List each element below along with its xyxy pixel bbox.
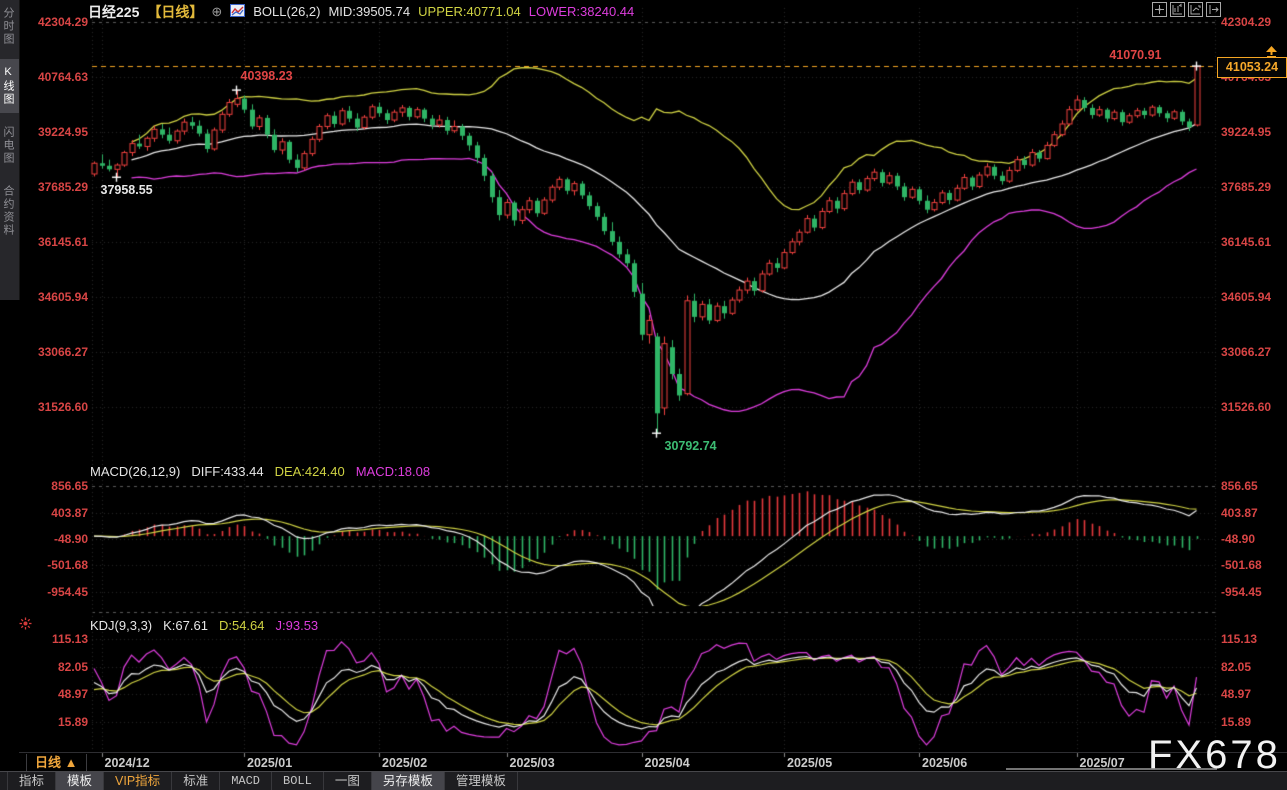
measure-axis-icon[interactable] <box>1188 2 1203 17</box>
chart-title-bar: 日经225 【日线】 ⊕ BOLL(26,2) MID:39505.74 UPP… <box>88 3 634 20</box>
xaxis-label: 2025/04 <box>644 756 690 770</box>
pan-crosshair-icon[interactable] <box>1152 2 1167 17</box>
price-annotation: 41070.91 <box>1109 48 1162 63</box>
export-chart-icon[interactable] <box>1206 2 1221 17</box>
period-selector[interactable]: 日线 ▲ <box>26 754 87 771</box>
xaxis-row: 日线 ▲ 2024/12 2025/01 2025/02 2025/03 2025/04… <box>19 752 1287 772</box>
main-y-tick: 37685.29 <box>1221 180 1272 194</box>
kdj-y-tick: 48.97 <box>1221 687 1252 701</box>
main-y-tick: 33066.27 <box>1221 345 1272 359</box>
zoom-range-icon[interactable] <box>1170 2 1185 17</box>
xaxis-label: 2025/01 <box>247 756 293 770</box>
boll-mid-value: MID:39505.74 <box>328 4 411 19</box>
main-y-tick: 33066.27 <box>37 345 88 359</box>
kdj-d-value: D:54.64 <box>218 618 265 633</box>
macd-indicator-name[interactable]: MACD(26,12,9) <box>90 464 181 479</box>
xaxis-label: 2025/05 <box>787 756 833 770</box>
kdj-indicator-name[interactable]: KDJ(9,3,3) <box>90 618 153 633</box>
main-y-tick: 34605.94 <box>1221 290 1272 304</box>
bottom-toolbar: 指标 模板 VIP指标 标准 MACD BOLL 一图 另存模板 管理模板 <box>0 771 1287 790</box>
hscroll-thumb[interactable] <box>1006 768 1217 770</box>
kdj-y-tick: 82.05 <box>1221 659 1252 674</box>
period-tag: 【日线】 <box>147 3 204 20</box>
toolbar-item-one-chart[interactable]: 一图 <box>324 772 372 790</box>
macd-y-tick: -954.45 <box>1221 584 1262 599</box>
boll-upper-value: UPPER:40771.04 <box>418 4 521 19</box>
watermark: FX678 <box>1148 733 1281 777</box>
toolbar-item-macd[interactable]: MACD <box>220 772 273 790</box>
sidebar-item-kline[interactable]: K线图 <box>0 59 19 113</box>
symbol-name: 日经225 <box>88 3 140 20</box>
sidebar-item-lightning[interactable]: 闪电图 <box>2 126 14 165</box>
kdj-k-value: K:67.61 <box>163 618 208 633</box>
kdj-y-tick: 115.13 <box>1221 632 1258 646</box>
macd-y-tick: -48.90 <box>1221 531 1256 546</box>
last-price-box: 41053.24 <box>1217 57 1287 78</box>
chart-type-sidebar: 分时图 K线图 闪电图 合约资料 <box>0 0 20 300</box>
main-y-tick: 36145.61 <box>1221 235 1272 249</box>
boll-lower-value: LOWER:38240.44 <box>528 4 635 19</box>
kdj-y-tick: 82.05 <box>57 659 88 674</box>
sidebar-item-contract-info[interactable]: 合约资料 <box>2 185 14 237</box>
main-y-tick: 39224.95 <box>37 125 88 139</box>
price-annotation: 37958.55 <box>100 183 153 198</box>
macd-y-tick: 856.65 <box>1221 479 1258 493</box>
macd-y-tick: -501.68 <box>47 558 88 573</box>
main-y-tick: 37685.29 <box>37 180 88 194</box>
main-y-tick: 39224.95 <box>1221 125 1272 139</box>
price-annotation: 40398.23 <box>240 69 293 84</box>
toolbar-item-manage-template[interactable]: 管理模板 <box>445 772 518 790</box>
price-marker-icon <box>1264 46 1279 64</box>
macd-header: MACD(26,12,9) DIFF:433.44 DEA:424.40 MAC… <box>90 464 430 479</box>
main-y-tick: 36145.61 <box>37 235 88 249</box>
main-y-tick: 31526.60 <box>1221 400 1272 414</box>
main-y-tick: 34605.94 <box>37 290 88 304</box>
xaxis-label: 2025/03 <box>509 756 555 770</box>
macd-diff-value: DIFF:433.44 <box>191 464 264 479</box>
macd-y-tick: -954.45 <box>47 584 88 599</box>
main-y-tick: 31526.60 <box>37 400 88 414</box>
macd-dea-value: DEA:424.40 <box>274 464 345 479</box>
chart-tool-icons <box>1152 2 1221 17</box>
kdj-y-tick: 15.89 <box>57 714 88 729</box>
macd-y-tick: -501.68 <box>1221 558 1262 573</box>
macd-y-tick: -48.90 <box>53 531 88 546</box>
xaxis-label: 2024/12 <box>104 756 150 770</box>
xaxis-label: 2025/06 <box>922 756 968 770</box>
main-y-tick: 40764.63 <box>37 70 88 84</box>
xaxis-label: 2025/07 <box>1079 756 1125 770</box>
mini-chart-icon[interactable] <box>230 3 246 20</box>
macd-y-tick: 856.65 <box>51 479 88 493</box>
kdj-header: KDJ(9,3,3) K:67.61 D:54.64 J:93.53 <box>90 618 318 633</box>
indicator-label: BOLL(26,2) <box>253 4 321 19</box>
macd-y-tick: 403.87 <box>51 505 88 520</box>
indicator-settings-icon[interactable] <box>19 617 32 635</box>
toolbar-item-vip-indicators[interactable]: VIP指标 <box>104 772 173 790</box>
kdj-y-tick: 48.97 <box>57 687 88 701</box>
toolbar-item-standard[interactable]: 标准 <box>172 772 221 790</box>
kdj-y-tick: 15.89 <box>1221 714 1252 729</box>
kdj-j-value: J:93.53 <box>275 618 319 633</box>
toolbar-item-indicators[interactable]: 指标 <box>7 772 57 790</box>
main-y-tick: 42304.29 <box>37 15 88 29</box>
macd-y-tick: 403.87 <box>1221 505 1258 520</box>
link-circle-icon[interactable]: ⊕ <box>211 3 223 19</box>
sidebar-item-timeshare[interactable]: 分时图 <box>2 7 14 46</box>
macd-hist-value: MACD:18.08 <box>355 464 431 479</box>
toolbar-item-boll[interactable]: BOLL <box>272 772 324 790</box>
toolbar-item-save-template[interactable]: 另存模板 <box>371 772 445 790</box>
price-annotation: 30792.74 <box>664 439 717 454</box>
kdj-y-tick: 115.13 <box>51 632 88 646</box>
toolbar-item-templates[interactable]: 模板 <box>56 772 105 790</box>
xaxis-label: 2025/02 <box>382 756 428 770</box>
main-y-tick: 42304.29 <box>1221 15 1272 29</box>
